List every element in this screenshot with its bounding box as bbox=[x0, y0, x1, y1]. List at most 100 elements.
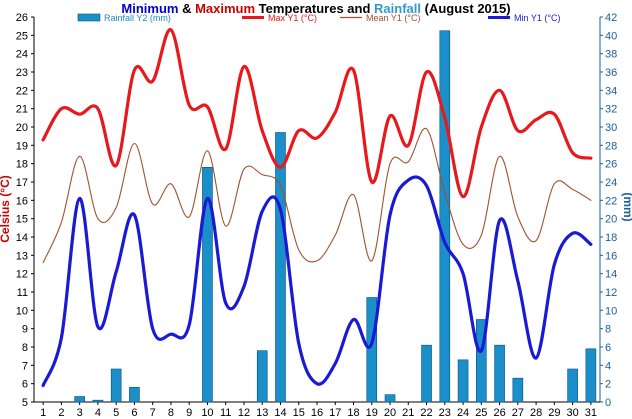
y-left-tick-label: 5 bbox=[22, 397, 28, 409]
x-tick-label: 4 bbox=[95, 407, 101, 419]
x-tick-label: 15 bbox=[293, 407, 305, 419]
x-tick-label: 11 bbox=[220, 407, 231, 419]
y-right-tick-label: 16 bbox=[605, 250, 617, 262]
rainfall-bar-day-31 bbox=[585, 348, 597, 403]
rainfall-bar-day-4 bbox=[92, 399, 104, 403]
rainfall-bar-day-26 bbox=[494, 344, 505, 403]
x-tick-label: 30 bbox=[566, 407, 578, 419]
y-right-tick-label: 14 bbox=[605, 269, 617, 281]
x-tick-label: 31 bbox=[585, 407, 597, 419]
y-right-tick-label: 24 bbox=[605, 177, 617, 189]
x-tick-label: 2 bbox=[58, 407, 64, 419]
x-tick-label: 16 bbox=[311, 407, 323, 419]
chart-title-part-3: Temperatures and bbox=[255, 1, 374, 16]
y-right-tick-label: 12 bbox=[605, 287, 617, 299]
y-left-tick-label: 12 bbox=[16, 269, 28, 281]
chart-title-part-4: Rainfall bbox=[374, 1, 421, 16]
y-axis-left-label: Celsius (°C) bbox=[0, 175, 12, 242]
x-tick-label: 6 bbox=[131, 407, 137, 419]
y-left-tick-label: 13 bbox=[16, 250, 28, 262]
y-right-tick-label: 6 bbox=[605, 342, 611, 354]
x-tick-label: 19 bbox=[366, 407, 378, 419]
rainfall-bar-day-19 bbox=[366, 297, 378, 403]
y-left-tick-label: 19 bbox=[16, 140, 28, 152]
x-tick-label: 13 bbox=[256, 407, 268, 419]
y-right-tick-label: 8 bbox=[605, 324, 611, 336]
x-tick-label: 14 bbox=[274, 407, 286, 419]
y-right-tick-label: 10 bbox=[605, 305, 617, 317]
rainfall-bar-day-13 bbox=[256, 350, 268, 403]
rainfall-bar-day-14 bbox=[275, 132, 286, 403]
chart-axes: 5678910111213141516171819202122232425260… bbox=[16, 12, 618, 419]
x-tick-label: 20 bbox=[384, 407, 396, 419]
y-right-tick-label: 20 bbox=[605, 214, 617, 226]
rainfall-bar-day-22 bbox=[421, 344, 432, 403]
chart-title-part-1: & bbox=[178, 1, 195, 16]
chart-title-part-2: Maximum bbox=[195, 1, 255, 16]
y-left-tick-label: 25 bbox=[16, 30, 28, 42]
y-right-tick-label: 18 bbox=[605, 232, 617, 244]
x-tick-label: 29 bbox=[548, 407, 560, 419]
rainfall-bar-day-6 bbox=[129, 387, 140, 403]
rainfall-bar-day-27 bbox=[512, 377, 524, 403]
rainfall-bar-day-24 bbox=[457, 359, 469, 403]
x-tick-label: 27 bbox=[512, 407, 524, 419]
x-tick-label: 24 bbox=[457, 407, 469, 419]
x-tick-label: 7 bbox=[150, 407, 156, 419]
y-left-tick-label: 23 bbox=[16, 67, 28, 79]
y-left-tick-label: 26 bbox=[16, 12, 28, 24]
chart-title: Minimum & Maximum Temperatures and Rainf… bbox=[121, 1, 510, 16]
y-left-tick-label: 7 bbox=[22, 360, 28, 372]
temperature-lines bbox=[41, 28, 593, 388]
y-right-tick-label: 22 bbox=[605, 195, 617, 207]
y-right-tick-label: 4 bbox=[605, 360, 611, 372]
y-right-tick-label: 38 bbox=[605, 49, 617, 61]
rainfall-bar-day-20 bbox=[384, 394, 396, 403]
y-right-tick-label: 0 bbox=[605, 397, 611, 409]
x-tick-label: 9 bbox=[186, 407, 192, 419]
y-left-tick-label: 24 bbox=[16, 49, 28, 61]
y-right-tick-label: 28 bbox=[605, 140, 617, 152]
rainfall-bars bbox=[74, 30, 597, 403]
x-tick-label: 10 bbox=[201, 407, 213, 419]
legend-label: Rainfall Y2 (mm) bbox=[104, 13, 171, 23]
y-left-tick-label: 6 bbox=[22, 379, 28, 391]
legend-label: Min Y1 (°C) bbox=[514, 13, 560, 23]
chart-title-part-5: (August 2015) bbox=[421, 1, 511, 16]
legend-label: Mean Y1 (°C) bbox=[366, 13, 420, 23]
y-right-tick-label: 34 bbox=[605, 85, 617, 97]
rainfall-bar-day-30 bbox=[567, 368, 578, 403]
x-tick-label: 25 bbox=[475, 407, 487, 419]
x-tick-label: 22 bbox=[420, 407, 432, 419]
y-left-tick-label: 18 bbox=[16, 159, 28, 171]
y-left-tick-label: 21 bbox=[16, 104, 28, 116]
rainfall-bar-day-5 bbox=[110, 368, 122, 403]
chart-title-text: Minimum & Maximum Temperatures and Rainf… bbox=[121, 1, 510, 16]
x-tick-label: 26 bbox=[493, 407, 505, 419]
rainfall-bar-day-10 bbox=[202, 167, 213, 403]
x-tick-label: 3 bbox=[77, 407, 83, 419]
mean-temperature-line bbox=[42, 127, 592, 264]
rainfall-bar-day-25 bbox=[476, 319, 487, 403]
y-right-tick-label: 2 bbox=[605, 379, 611, 391]
y-left-tick-label: 22 bbox=[16, 85, 28, 97]
x-tick-label: 12 bbox=[238, 407, 250, 419]
chart-legend: Rainfall Y2 (mm) Max Y1 (°C) Mean Y1 (°C) M… bbox=[77, 13, 560, 23]
y-left-tick-label: 15 bbox=[16, 214, 28, 226]
x-tick-label: 21 bbox=[402, 407, 414, 419]
legend-label: Max Y1 (°C) bbox=[268, 13, 317, 23]
rainfall-bar-day-3 bbox=[74, 396, 85, 403]
y-right-tick-label: 32 bbox=[605, 104, 617, 116]
x-tick-label: 17 bbox=[329, 407, 341, 419]
y-left-tick-label: 16 bbox=[16, 195, 28, 207]
min-temperature-line bbox=[41, 175, 593, 388]
x-tick-label: 28 bbox=[530, 407, 542, 419]
y-right-tick-label: 30 bbox=[605, 122, 617, 134]
max-temperature-line bbox=[41, 28, 593, 199]
chart-title-part-0: Minimum bbox=[121, 1, 178, 16]
y-right-tick-label: 40 bbox=[605, 30, 617, 42]
x-tick-label: 18 bbox=[347, 407, 359, 419]
legend-swatch-rainfall bbox=[77, 13, 101, 22]
y-left-tick-label: 9 bbox=[22, 324, 28, 336]
